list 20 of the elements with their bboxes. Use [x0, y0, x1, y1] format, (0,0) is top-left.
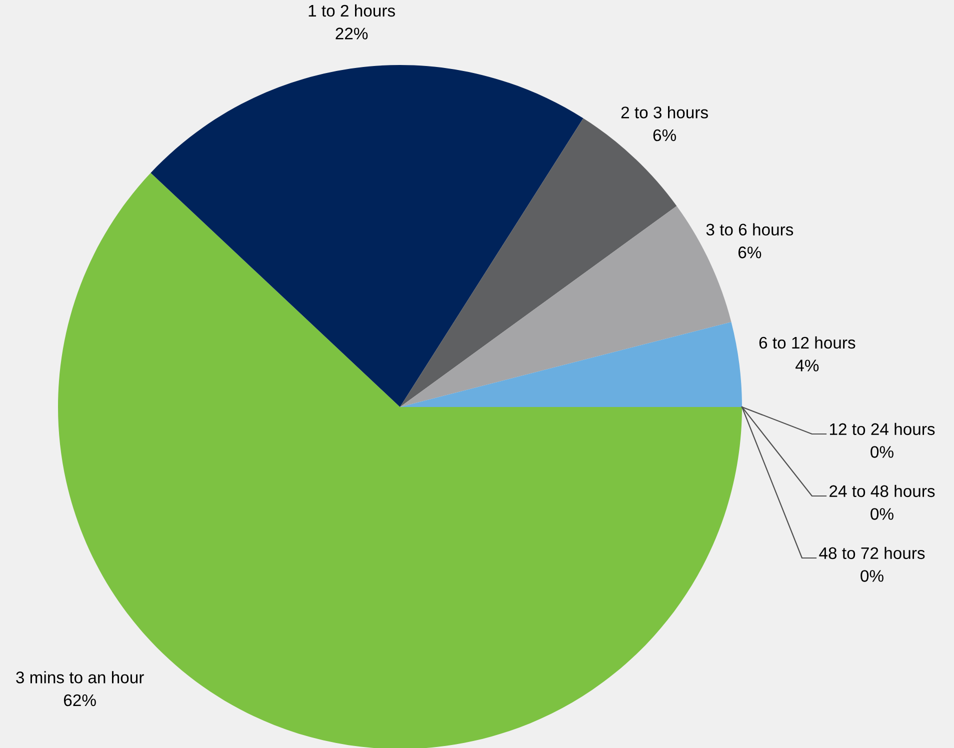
- text: 0%: [860, 570, 884, 582]
- category-label: 48 to 72 hours: [819, 546, 925, 560]
- pie-slice: [400, 206, 732, 407]
- data-label: 6%: [653, 129, 676, 142]
- category-label: 12 to 24 hours: [830, 422, 935, 436]
- data-label: 4%: [796, 360, 819, 372]
- pie-slice: [400, 118, 677, 407]
- slice-label: 3 to 6 hours: [706, 223, 794, 236]
- pie-slice: [150, 65, 584, 407]
- slice-label: 2 to 3 hours: [621, 106, 708, 118]
- slice-label: 3 mins to an hour: [16, 671, 144, 684]
- text: 0%: [870, 508, 894, 520]
- slice-label: 1 to 2 hours: [308, 4, 395, 17]
- pie-slice: [400, 322, 742, 407]
- data-label: 62%: [64, 694, 96, 706]
- data-label: 6%: [738, 246, 762, 258]
- slice-label: 6 to 12 hours: [759, 336, 856, 349]
- category-label: 24 to 48 hours: [830, 484, 935, 498]
- data-label: 22%: [336, 28, 368, 40]
- text: 0%: [870, 446, 894, 458]
